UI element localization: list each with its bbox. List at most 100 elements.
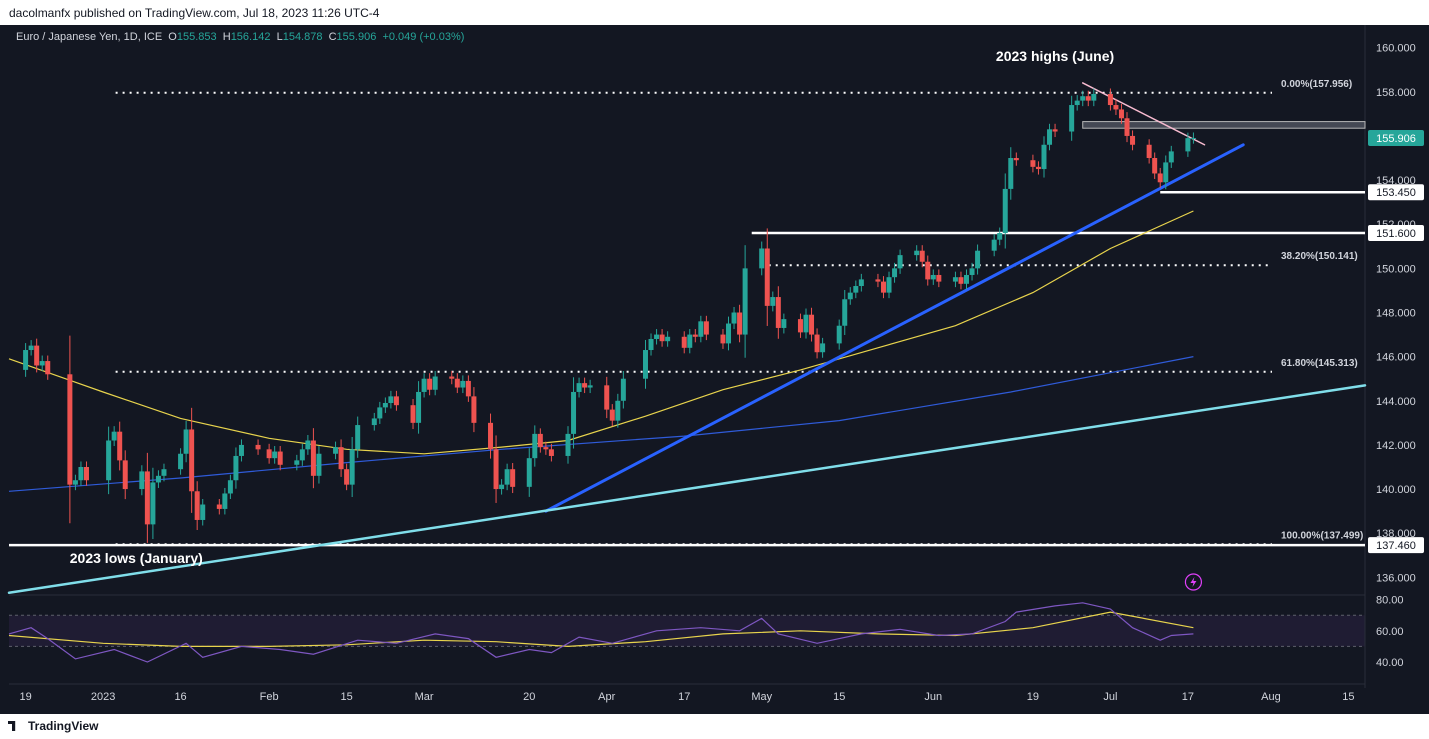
candle (194, 481, 200, 531)
candle-body (604, 385, 610, 410)
candle-body (886, 277, 892, 293)
candle-body (742, 268, 748, 335)
candle-body (858, 279, 864, 287)
rsi-ma-line (8, 611, 1194, 648)
candle-body (427, 378, 433, 390)
candle (969, 262, 975, 281)
candle (416, 381, 422, 434)
legend-open-label: O (168, 31, 177, 43)
legend-low: 154.878 (282, 31, 323, 43)
price-label-box (1368, 225, 1424, 242)
lightning-icon (1184, 573, 1203, 591)
candle (471, 387, 477, 433)
candle (410, 399, 416, 430)
candle (200, 498, 206, 526)
time-tick-label: Jul (1103, 691, 1117, 703)
candle (975, 244, 981, 275)
candle-body (648, 338, 654, 351)
candle (803, 308, 809, 339)
price-tick-label: 154.000 (1376, 175, 1416, 187)
candle (587, 379, 593, 394)
candle-body (880, 281, 886, 293)
candle (1085, 90, 1091, 107)
candle-body (150, 482, 156, 525)
price-tick-label: 140.000 (1376, 484, 1416, 496)
price-tick-label: 146.000 (1376, 352, 1416, 364)
candle-body (460, 380, 466, 388)
candle (1041, 136, 1047, 178)
price-label: 155.906 (1376, 133, 1416, 145)
candle (1113, 99, 1119, 115)
candle (454, 373, 460, 394)
candle (305, 434, 311, 455)
candle-body (122, 460, 128, 490)
candle (377, 401, 383, 424)
candle-body (571, 391, 577, 434)
candle (659, 329, 665, 347)
sma200-line (8, 356, 1194, 492)
candle-body (349, 449, 355, 485)
candle-body (952, 277, 958, 282)
candle-body (615, 400, 621, 421)
candle-body (576, 383, 582, 392)
candle-body (764, 248, 770, 306)
candle (67, 335, 73, 524)
legend-close: 155.906 (336, 31, 377, 43)
candle-body (532, 433, 538, 459)
candle (1146, 139, 1152, 164)
candle-body (1163, 162, 1169, 183)
candle (648, 333, 654, 356)
candle-body (355, 425, 361, 450)
candle (615, 393, 621, 428)
candle-body (499, 484, 505, 490)
candle-body (565, 433, 571, 456)
candle (681, 331, 687, 354)
candle-body (1013, 158, 1019, 161)
candle (858, 273, 864, 292)
candle (698, 315, 704, 343)
candle (1091, 88, 1097, 107)
candle-body (720, 334, 726, 344)
candle-body (1168, 151, 1174, 163)
candle-body (305, 440, 311, 450)
price-label-box (1368, 184, 1424, 201)
time-tick-label: 19 (1027, 691, 1039, 703)
candle (1074, 95, 1080, 111)
candle (720, 329, 726, 349)
time-tick-label: 15 (340, 691, 352, 703)
candle-body (803, 314, 809, 333)
candle (144, 452, 150, 543)
candle (836, 319, 842, 350)
rsi-band (9, 615, 1365, 647)
candle-body (72, 480, 78, 485)
candle (1030, 154, 1036, 173)
candle (958, 271, 964, 290)
candle (781, 313, 787, 334)
chart-annotation: 2023 highs (June) (996, 48, 1114, 64)
time-tick-label: Apr (598, 691, 615, 703)
footer-bar: TradingView (0, 714, 1429, 739)
candle-body (1035, 166, 1041, 170)
candle-body (853, 286, 859, 293)
candle (548, 443, 554, 462)
candle-body (964, 274, 970, 284)
trendline-support-blue (544, 143, 1245, 513)
candle (227, 474, 233, 499)
candle-body (958, 277, 964, 284)
candle-body (620, 378, 626, 401)
candle (299, 443, 305, 466)
candle (155, 470, 161, 488)
candle (543, 441, 549, 455)
candle-body (294, 460, 300, 465)
time-tick-label: 17 (1182, 691, 1194, 703)
candle-body (775, 297, 781, 328)
candle (1190, 132, 1196, 144)
price-tick-label: 142.000 (1376, 440, 1416, 452)
candle (1013, 152, 1019, 166)
candle (111, 426, 117, 447)
candle (914, 245, 920, 261)
candle (150, 467, 156, 540)
candle-body (333, 447, 339, 454)
candle-body (255, 444, 261, 450)
